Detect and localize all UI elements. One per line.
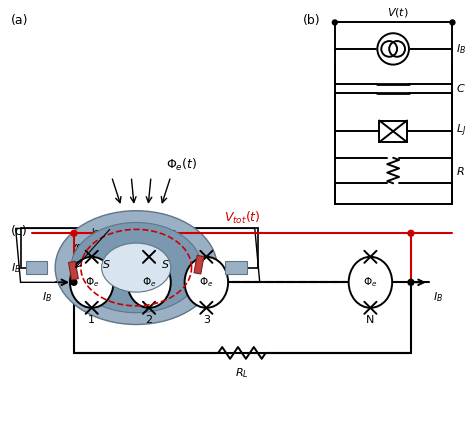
Text: (c): (c)	[11, 225, 27, 238]
Bar	[26, 261, 47, 274]
Bar	[194, 255, 204, 274]
Text: $V(t)$: $V(t)$	[387, 5, 409, 19]
Text: $\varphi_2$: $\varphi_2$	[191, 275, 205, 290]
Text: $I_B$: $I_B$	[11, 262, 21, 275]
Circle shape	[71, 279, 77, 285]
Text: $L_J$: $L_J$	[456, 123, 467, 140]
Ellipse shape	[55, 211, 217, 324]
Ellipse shape	[101, 243, 171, 292]
Circle shape	[377, 33, 409, 65]
Text: $I_B$: $I_B$	[433, 290, 443, 304]
Text: $\Phi_e$: $\Phi_e$	[142, 275, 156, 289]
Text: N: N	[366, 315, 374, 325]
Text: $I_B$: $I_B$	[456, 42, 466, 56]
Text: (b): (b)	[303, 14, 321, 27]
Text: 2: 2	[146, 315, 153, 325]
Text: $V(t)$: $V(t)$	[201, 289, 222, 302]
Text: $S$: $S$	[102, 258, 111, 270]
Text: $R$: $R$	[456, 164, 465, 176]
Text: 1: 1	[88, 315, 95, 325]
Text: $\varphi_1$: $\varphi_1$	[72, 242, 87, 256]
Bar	[225, 261, 247, 274]
Text: $\Phi_e(t)$: $\Phi_e(t)$	[166, 157, 197, 173]
Circle shape	[408, 279, 414, 285]
Text: $S$: $S$	[162, 258, 170, 270]
Text: $V_{tot}(t)$: $V_{tot}(t)$	[224, 210, 261, 226]
Bar	[379, 121, 407, 142]
Ellipse shape	[184, 257, 228, 308]
Polygon shape	[16, 229, 260, 282]
Text: $\Phi_e$: $\Phi_e$	[84, 275, 99, 289]
Text: $C$: $C$	[456, 82, 466, 94]
Circle shape	[450, 20, 455, 25]
Text: (a): (a)	[11, 14, 28, 27]
Text: Josephson junction: Josephson junction	[92, 229, 177, 237]
Text: $\Phi_e$: $\Phi_e$	[363, 275, 378, 289]
Text: 3: 3	[203, 315, 210, 325]
Ellipse shape	[70, 257, 113, 308]
Bar	[68, 261, 78, 280]
Circle shape	[71, 230, 77, 236]
Ellipse shape	[349, 257, 392, 308]
Text: $R_L$: $R_L$	[235, 367, 249, 381]
Text: $\Phi_e$: $\Phi_e$	[199, 275, 214, 289]
Circle shape	[332, 20, 337, 25]
Circle shape	[408, 230, 414, 236]
Text: $I_B$: $I_B$	[42, 290, 52, 304]
Ellipse shape	[71, 222, 201, 313]
Ellipse shape	[128, 257, 171, 308]
